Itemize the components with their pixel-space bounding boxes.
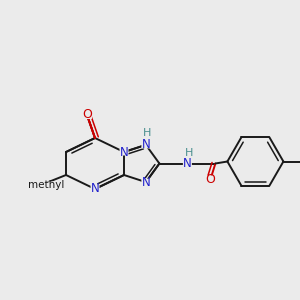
Text: O: O (206, 173, 215, 186)
FancyBboxPatch shape (119, 148, 128, 155)
Text: N: N (91, 182, 99, 196)
FancyBboxPatch shape (82, 111, 92, 119)
FancyBboxPatch shape (34, 182, 58, 188)
FancyBboxPatch shape (141, 141, 150, 148)
FancyBboxPatch shape (183, 160, 192, 167)
Text: H: H (143, 128, 151, 138)
FancyBboxPatch shape (143, 130, 151, 136)
Text: N: N (120, 146, 128, 158)
FancyBboxPatch shape (185, 149, 194, 155)
Text: methyl: methyl (28, 180, 64, 190)
Text: N: N (183, 157, 192, 170)
FancyBboxPatch shape (206, 176, 215, 184)
FancyBboxPatch shape (91, 185, 100, 193)
Text: N: N (142, 138, 150, 152)
FancyBboxPatch shape (141, 178, 150, 186)
Text: H: H (185, 148, 194, 158)
Text: N: N (142, 176, 150, 189)
Text: O: O (82, 109, 92, 122)
